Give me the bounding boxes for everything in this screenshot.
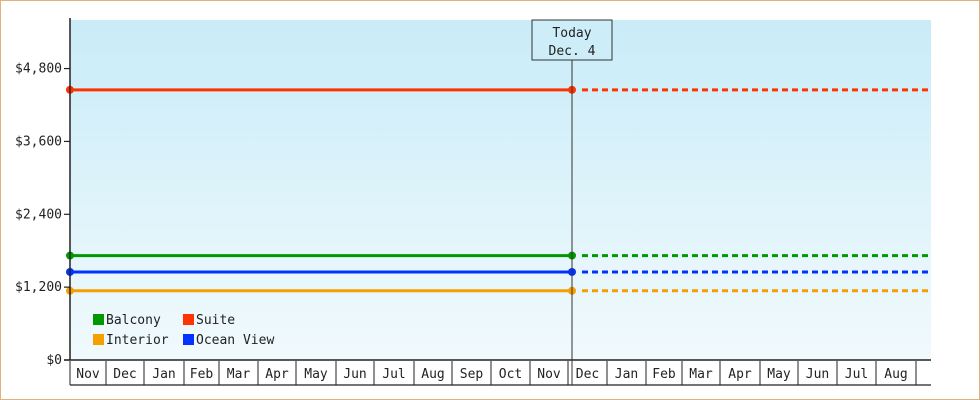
y-tick-label: $3,600 <box>15 134 62 149</box>
today-label-box <box>531 19 613 61</box>
x-tick-label: Dec <box>113 367 136 382</box>
x-tick-label: Feb <box>652 367 676 382</box>
legend-label-suite: Suite <box>196 313 235 328</box>
x-tick-label: Jun <box>343 367 366 382</box>
x-tick-label: Dec <box>576 367 599 382</box>
legend-label-interior: Interior <box>106 333 169 348</box>
legend-swatch-interior <box>93 334 104 345</box>
x-tick-label: Mar <box>689 367 713 382</box>
x-tick-label: Aug <box>884 367 907 382</box>
x-tick-label: Aug <box>421 367 444 382</box>
x-tick-label: Nov <box>537 367 561 382</box>
x-tick-label: Oct <box>499 367 522 382</box>
x-tick-label: Jan <box>615 367 638 382</box>
x-tick-label: Sep <box>460 367 484 382</box>
x-tick-label: Apr <box>265 367 289 382</box>
x-tick-label: Mar <box>227 367 251 382</box>
x-tick-label: May <box>767 367 791 382</box>
legend-label-balcony: Balcony <box>106 313 161 328</box>
y-tick-label: $4,800 <box>15 62 62 77</box>
today-label: Today <box>552 26 591 41</box>
y-tick-label: $1,200 <box>15 280 62 295</box>
x-tick-label: Jul <box>845 367 868 382</box>
legend-swatch-balcony <box>93 314 104 325</box>
x-tick-label: Jun <box>806 367 829 382</box>
legend-label-ocean-view: Ocean View <box>196 333 274 348</box>
x-tick-label: Feb <box>190 367 214 382</box>
x-tick-label: Apr <box>728 367 752 382</box>
y-tick-label: $0 <box>46 353 62 368</box>
y-tick-label: $2,400 <box>15 207 62 222</box>
today-date-label: Dec. 4 <box>549 44 596 59</box>
x-tick-label: Jul <box>382 367 405 382</box>
legend-swatch-suite <box>183 314 194 325</box>
plot-background <box>70 20 931 360</box>
x-tick-label: Jan <box>152 367 175 382</box>
legend-swatch-ocean-view <box>183 334 194 345</box>
x-tick-label: Nov <box>76 367 100 382</box>
x-tick-label: May <box>304 367 328 382</box>
